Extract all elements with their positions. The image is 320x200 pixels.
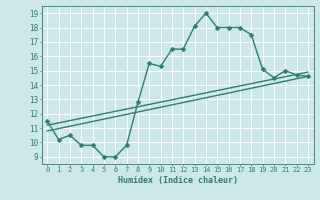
X-axis label: Humidex (Indice chaleur): Humidex (Indice chaleur) <box>118 176 237 185</box>
